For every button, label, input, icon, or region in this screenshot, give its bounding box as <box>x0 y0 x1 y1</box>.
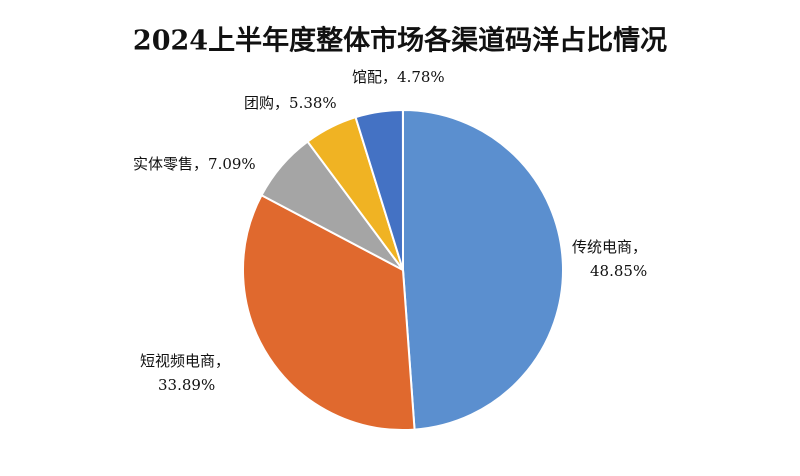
value-label: 48.85% <box>590 262 647 280</box>
pie-slice <box>354 108 404 271</box>
pie-slice <box>402 108 564 431</box>
category-name: 馆配 <box>352 68 382 86</box>
slice-label: 团购，5.38% <box>244 94 337 112</box>
value-label: 33.89% <box>158 376 215 394</box>
separator: ， <box>632 238 647 256</box>
separator: ， <box>215 352 230 370</box>
category-name: 传统电商 <box>572 238 632 256</box>
category-name: 短视频电商 <box>140 352 215 370</box>
slice-label: 实体零售，7.09% <box>133 155 256 173</box>
value-label: 5.38% <box>289 94 337 112</box>
separator: ， <box>382 68 397 86</box>
separator: ， <box>193 155 208 173</box>
chart-title: 2024上半年度整体市场各渠道码洋占比情况 <box>133 25 667 57</box>
category-name: 实体零售 <box>133 155 193 173</box>
value-label: 7.09% <box>208 155 256 173</box>
slice-label: 短视频电商， 33.89% <box>140 352 230 394</box>
separator: ， <box>274 94 289 112</box>
category-name: 团购 <box>244 94 274 112</box>
value-label: 4.78% <box>397 68 445 86</box>
slice-label: 传统电商， 48.85% <box>572 238 647 280</box>
slice-label: 馆配，4.78% <box>352 68 445 86</box>
